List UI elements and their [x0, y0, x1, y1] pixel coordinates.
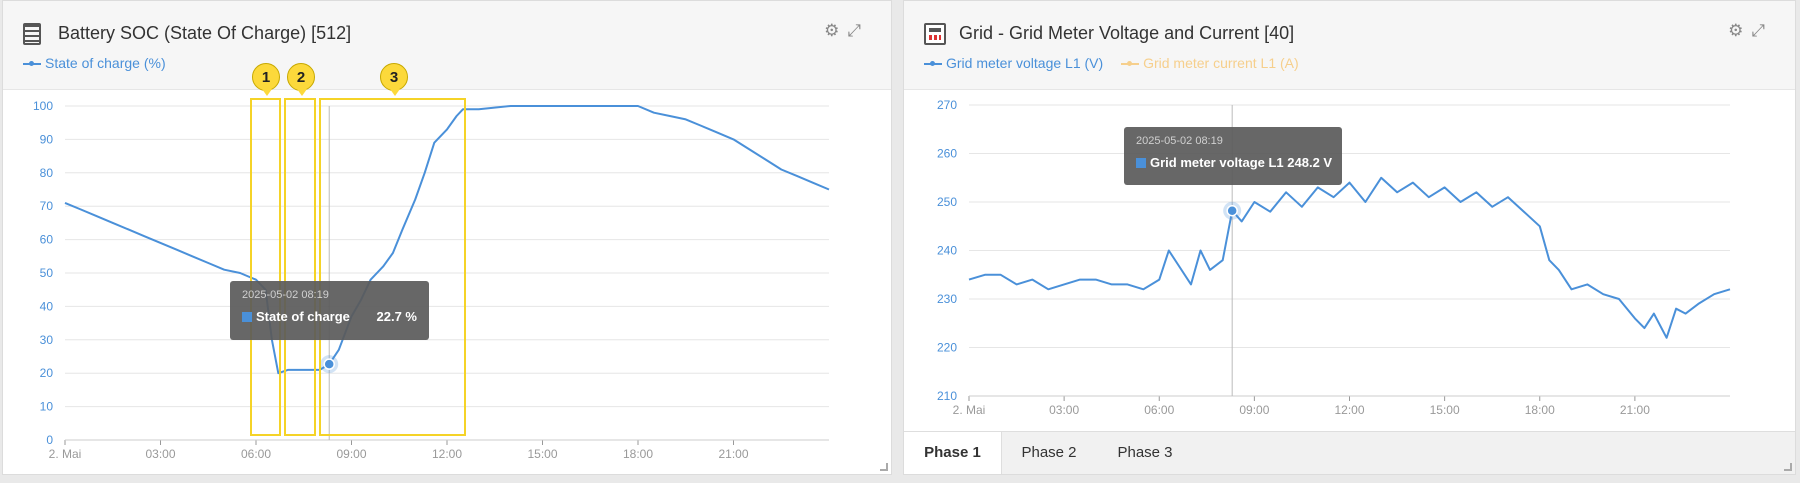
widget-tools: ⚙⤢ [824, 21, 869, 41]
battery-icon [23, 23, 41, 45]
gear-icon[interactable]: ⚙ [1728, 21, 1752, 40]
legend-item-soc[interactable]: State of charge (%) [23, 55, 166, 71]
y-tick-label: 260 [937, 147, 957, 161]
x-tick-label: 12:00 [1334, 403, 1364, 417]
resize-handle[interactable] [880, 463, 888, 471]
widget-title: Battery SOC (State Of Charge) [512] [58, 23, 352, 43]
y-tick-label: 70 [40, 199, 54, 213]
grid-meter-icon [924, 23, 946, 45]
annotation-marker-2: 2 [287, 63, 315, 96]
legend-item-voltage[interactable]: Grid meter voltage L1 (V) [924, 55, 1103, 71]
annotation-box-2 [284, 98, 316, 436]
x-tick-label: 03:00 [1049, 403, 1079, 417]
x-tick-label: 12:00 [432, 447, 462, 461]
battery-soc-widget: Battery SOC (State Of Charge) [512] ⚙⤢ S… [2, 0, 892, 475]
soc-chart[interactable]: 0 10 20 30 40 50 60 70 80 90 100 2. Mai 03:00 06:00 09… [3, 89, 891, 469]
annotation-marker-1: 1 [252, 63, 280, 96]
y-tick-label: 220 [937, 341, 957, 355]
series-line-icon [23, 61, 41, 67]
chart-legend: Grid meter voltage L1 (V) Grid meter cur… [924, 55, 1313, 71]
y-tick-label: 80 [40, 166, 54, 180]
y-tick-label: 10 [40, 400, 54, 414]
chart-tooltip: 2025-05-02 08:19 Grid meter voltage L1 2… [1124, 127, 1342, 185]
series-swatch [1136, 158, 1146, 168]
expand-icon[interactable]: ⤢ [1751, 21, 1773, 40]
series-line [64, 105, 830, 375]
x-tick-label: 06:00 [1144, 403, 1174, 417]
x-tick-label: 03:00 [145, 447, 175, 461]
y-tick-label: 0 [46, 433, 53, 447]
chart-tooltip: 2025-05-02 08:19 State of charge 22.7 % [230, 281, 429, 340]
grid-voltage-chart[interactable]: 210 220 230 240 250 260 270 2. Mai 03:00 06:00 09:… [904, 89, 1795, 434]
phase-tabs: Phase 1 Phase 2 Phase 3 [904, 431, 1795, 474]
x-tick-label: 21:00 [718, 447, 748, 461]
legend-item-current[interactable]: Grid meter current L1 (A) [1121, 55, 1299, 71]
tab-phase-3[interactable]: Phase 3 [1117, 444, 1173, 461]
x-tick-label: 09:00 [336, 447, 366, 461]
chart-legend: State of charge (%) [23, 55, 180, 71]
y-tick-label: 250 [937, 195, 957, 209]
y-tick-label: 50 [40, 266, 54, 280]
x-tick-label: 2. Mai [953, 403, 986, 417]
tab-phase-2[interactable]: Phase 2 [1021, 444, 1077, 461]
x-tick-label: 06:00 [241, 447, 271, 461]
widget-header: Battery SOC (State Of Charge) [512] ⚙⤢ S… [3, 1, 891, 90]
series-line-icon [1121, 61, 1140, 67]
expand-icon[interactable]: ⤢ [847, 21, 869, 40]
y-tick-label: 210 [937, 389, 957, 403]
y-tick-label: 90 [40, 132, 54, 146]
series-swatch [242, 312, 252, 322]
x-tick-label: 18:00 [623, 447, 653, 461]
legend-label: Grid meter voltage L1 (V) [946, 55, 1104, 71]
y-tick-label: 30 [40, 333, 54, 347]
x-tick-label: 09:00 [1239, 403, 1269, 417]
gear-icon[interactable]: ⚙ [824, 21, 848, 40]
x-tick-label: 15:00 [1430, 403, 1460, 417]
x-tick-label: 21:00 [1620, 403, 1650, 417]
x-tick-label: 18:00 [1525, 403, 1555, 417]
series-line-icon [924, 61, 942, 67]
tooltip-series: Grid meter voltage L1 248.2 V [1150, 155, 1333, 170]
annotation-marker-3: 3 [380, 63, 408, 96]
widget-title: Grid - Grid Meter Voltage and Current [4… [959, 23, 1295, 43]
resize-handle[interactable] [1784, 463, 1792, 471]
tooltip-row: Grid meter voltage L1 248.2 V [1136, 155, 1333, 170]
annotation-box-3 [319, 98, 466, 436]
tooltip-series: State of charge [256, 309, 350, 324]
tab-phase-1[interactable]: Phase 1 [904, 432, 1002, 474]
tooltip-date: 2025-05-02 08:19 [242, 289, 329, 301]
widget-tools: ⚙⤢ [1728, 21, 1773, 41]
widget-header: Grid - Grid Meter Voltage and Current [4… [904, 1, 1795, 90]
annotation-box-1 [250, 98, 281, 436]
y-tick-label: 40 [40, 299, 54, 313]
legend-label: Grid meter current L1 (A) [1143, 55, 1299, 71]
series-line [968, 176, 1731, 339]
y-tick-label: 270 [937, 98, 957, 112]
x-tick-label: 15:00 [527, 447, 557, 461]
tooltip-row: State of charge 22.7 % [242, 309, 417, 324]
y-tick-label: 60 [40, 233, 54, 247]
tooltip-date: 2025-05-02 08:19 [1136, 135, 1223, 147]
tooltip-value: 22.7 % [376, 309, 417, 324]
grid-meter-widget: Grid - Grid Meter Voltage and Current [4… [903, 0, 1796, 475]
y-tick-label: 20 [40, 366, 54, 380]
hover-point [1226, 204, 1238, 217]
legend-label: State of charge (%) [45, 55, 166, 71]
hover-point [323, 358, 335, 370]
x-tick-label: 2. Mai [49, 447, 82, 461]
y-tick-label: 230 [937, 292, 957, 306]
y-tick-label: 240 [937, 244, 957, 258]
y-tick-label: 100 [33, 99, 53, 113]
